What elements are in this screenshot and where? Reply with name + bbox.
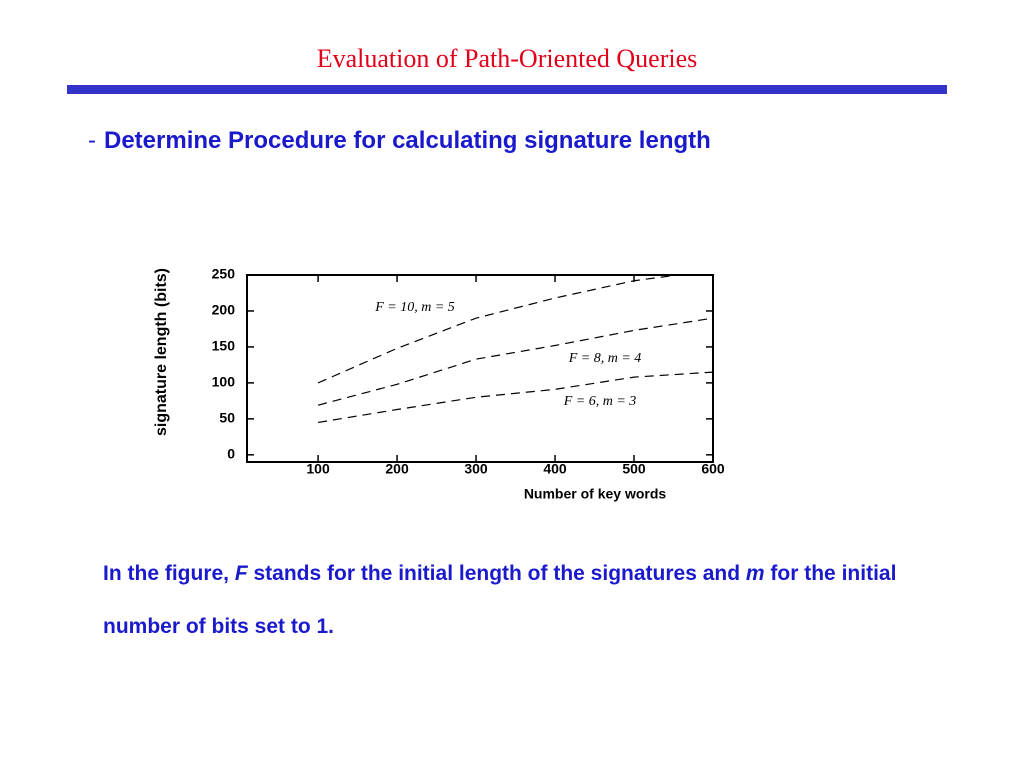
caption-symbol: F: [234, 562, 248, 585]
series-line: [317, 371, 714, 424]
y-axis-label: signature length (bits): [153, 268, 170, 436]
x-tick-label: 500: [622, 461, 646, 477]
y-tick-label: 100: [212, 374, 236, 390]
caption-text: stands for the initial length of the sig…: [247, 562, 746, 585]
caption-text: for the initial number of bits set to 1.: [103, 562, 897, 638]
x-axis-label: Number of key words: [524, 486, 667, 502]
x-tick-label: 600: [701, 461, 725, 477]
x-tick-label: 200: [385, 461, 409, 477]
bullet-marker: -: [88, 127, 96, 154]
x-tick-label: 100: [306, 461, 330, 477]
series-line: [317, 317, 714, 406]
series-label: F = 8, m = 4: [568, 351, 642, 366]
bullet: - Determine Procedure for calculating sig…: [88, 127, 711, 155]
chart: Number of key words signature length (bi…: [153, 266, 725, 502]
y-tick-label: 250: [212, 266, 236, 282]
series-label: F = 10, m = 5: [374, 300, 455, 315]
x-tick-label: 300: [464, 461, 488, 477]
caption-text: In the figure,: [103, 562, 235, 585]
y-tick-label: 0: [227, 446, 235, 462]
plot-frame: [246, 274, 714, 463]
y-tick-label: 200: [212, 302, 236, 318]
series-line: [317, 274, 678, 384]
series-label: F = 6, m = 3: [563, 394, 637, 409]
bullet-text: Determine Procedure for calculating sign…: [104, 127, 711, 154]
caption-symbol: m: [745, 562, 765, 585]
title-rule: [67, 85, 947, 94]
y-tick-label: 150: [212, 338, 236, 354]
slide-title: Evaluation of Path-Oriented Queries: [316, 44, 698, 73]
y-tick-label: 50: [219, 410, 235, 426]
caption: In the figure, F stands for the initial …: [103, 547, 973, 653]
x-tick-label: 400: [543, 461, 567, 477]
